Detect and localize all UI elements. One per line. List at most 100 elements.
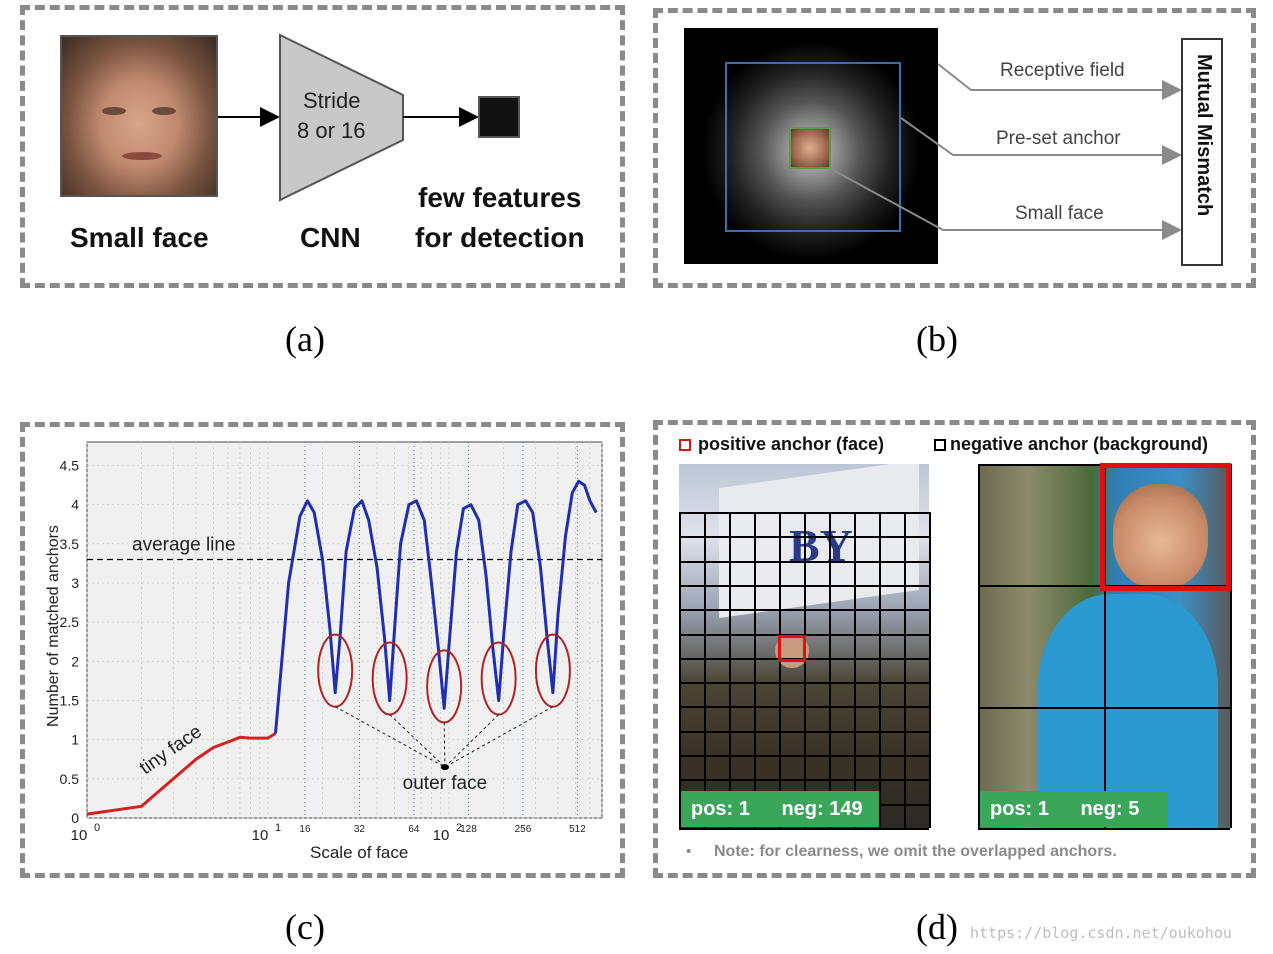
anchor-grid-line (679, 609, 929, 611)
preset-anchor-label: Pre-set anchor (996, 128, 1121, 149)
outer-face-connector (389, 714, 446, 768)
few-features-line1: few features (418, 182, 582, 213)
cnn-text-line2: 8 or 16 (297, 118, 366, 143)
cnn-label: CNN (300, 222, 361, 253)
tiny-face-curve (86, 732, 277, 816)
matched-anchors-chart: 00.511.522.533.544.510 0 10 1 10 216 32 64 128 25… (60, 441, 603, 844)
face-eye-right (152, 107, 176, 115)
left-pos: pos: 1 (691, 798, 750, 820)
y-tick-label: 1 (71, 732, 79, 748)
average-line-label: average line (132, 535, 236, 556)
panel-c (20, 422, 625, 878)
right-count-label: pos: 1 neg: 5 (980, 791, 1168, 827)
feature-block (478, 96, 520, 138)
child-shirt (1038, 594, 1218, 828)
stride-scale-label: 64 (408, 824, 420, 835)
note-bullet: • (686, 843, 692, 860)
anchor-box (789, 127, 831, 169)
outer-face-connector (443, 722, 446, 768)
stride-scale-label: 256 (515, 824, 532, 835)
stride-scale-label: 128 (460, 824, 477, 835)
anchor-grid-line (804, 512, 806, 828)
legend-negative-swatch (934, 439, 946, 451)
panel-b (653, 8, 1256, 288)
x-tick-label: 10 (71, 827, 88, 844)
mutual-mismatch-label: Mutual Mismatch (1193, 54, 1215, 217)
anchor-grid-left (679, 464, 931, 830)
caption-d: (d) (916, 907, 958, 947)
face-mouth (122, 152, 162, 160)
anchor-grid-line (978, 707, 1230, 709)
receptive-field-box (725, 62, 901, 232)
anchor-grid-line (829, 512, 831, 828)
anchor-grid-line (978, 464, 980, 828)
small-face-label: Small face (70, 222, 209, 253)
anchor-grid-line (679, 585, 929, 587)
caption-a: (a) (285, 319, 325, 359)
outer-face-connector (444, 706, 554, 768)
anchor-grid-line (754, 512, 756, 828)
legend-positive-swatch (679, 439, 691, 451)
anchor-grid-line (679, 731, 929, 733)
anchor-grid-line (679, 779, 929, 781)
y-tick-label: 0 (71, 810, 79, 826)
positive-anchor-left (778, 635, 806, 662)
anchor-grid-line (704, 512, 706, 828)
face-eye-left (102, 107, 126, 115)
watermark: https://blog.csdn.net/oukohou (970, 924, 1232, 942)
few-features-line2: for detection (415, 222, 585, 253)
stride-scale-label: 16 (299, 824, 311, 835)
anchor-grid-line (679, 706, 929, 708)
arrow-receptive-field (937, 63, 1182, 100)
left-count-label: pos: 1 neg: 149 (681, 791, 879, 827)
outer-face-connector (334, 706, 446, 768)
anchor-grid-line (679, 682, 929, 684)
anchor-grid-line (679, 828, 929, 830)
anchor-grid-line (679, 561, 929, 563)
y-tick-label: 0.5 (60, 771, 80, 787)
positive-anchor-right (1100, 463, 1231, 591)
panel-d (653, 420, 1256, 878)
receptive-field-label: Receptive field (1000, 60, 1125, 81)
caption-c: (c) (285, 907, 325, 947)
panel-a-arrows (218, 33, 520, 202)
outer-face-label: outer face (403, 773, 488, 794)
anchor-grid-line (1104, 464, 1106, 828)
legend-negative-label: negative anchor (background) (950, 434, 1209, 454)
arrow-small-face (832, 169, 1182, 240)
note-text: Note: for clearness, we omit the overlap… (714, 843, 1117, 860)
anchor-grid-line (1230, 464, 1232, 828)
y-tick-label: 2.5 (60, 614, 80, 630)
anchor-grid-line (879, 512, 881, 828)
x-tick-exponent: 2 (456, 822, 462, 834)
x-tick-label: 10 (433, 827, 450, 844)
anchor-grid-line (679, 536, 929, 538)
anchor-grid-line (679, 755, 929, 757)
cnn-text-line1: Stride (303, 88, 361, 113)
legend-positive-label: positive anchor (face) (698, 434, 885, 454)
right-pos: pos: 1 (990, 798, 1049, 820)
y-tick-label: 4 (71, 497, 79, 513)
cnn-trapezoid (279, 33, 404, 202)
y-tick-label: 1.5 (60, 693, 80, 709)
anchor-grid-line (679, 512, 929, 514)
small-face-image (60, 35, 218, 197)
outer-face-connector (444, 714, 500, 768)
y-tick-label: 2 (71, 653, 79, 669)
right-neg: neg: 5 (1080, 798, 1140, 820)
anchor-grid-line (929, 512, 931, 828)
chart-ylabel: Number of matched anchors (45, 525, 62, 727)
y-tick-label: 3.5 (60, 536, 80, 552)
panel-b-arrows (832, 63, 1182, 240)
panel-a (20, 5, 625, 288)
x-tick-exponent: 1 (275, 822, 281, 834)
outer-face-hub (440, 764, 449, 771)
mutual-mismatch-box: Mutual Mismatch (1181, 38, 1223, 266)
y-tick-label: 3 (71, 575, 79, 591)
x-tick-label: 10 (252, 827, 269, 844)
child-face (1113, 484, 1208, 589)
stride-scale-label: 32 (354, 824, 366, 835)
y-tick-label: 4.5 (60, 458, 80, 474)
anchor-grid-line (854, 512, 856, 828)
chart-xlabel: Scale of face (310, 843, 409, 862)
